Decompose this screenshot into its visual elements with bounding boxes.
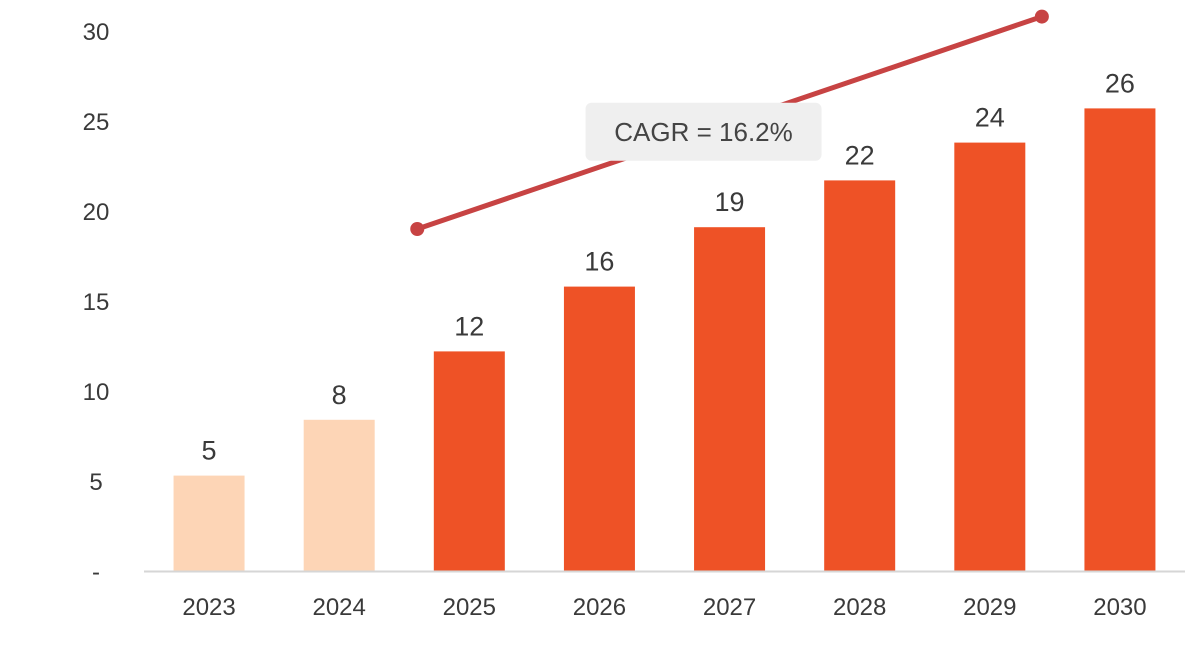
bar-2028	[824, 180, 896, 571]
x-tick-label: 2024	[312, 594, 365, 621]
y-tick-label: 10	[83, 379, 110, 406]
cagr-callout-box	[585, 102, 822, 161]
bars	[173, 108, 1156, 572]
y-tick-label: 15	[83, 289, 110, 316]
data-label-2029: 24	[975, 103, 1005, 133]
x-tick-label: 2026	[573, 594, 626, 621]
x-tick-label: 2025	[443, 594, 496, 621]
y-axis: - 5 10 15 20 25 30	[83, 19, 110, 586]
x-tick-label: 2027	[703, 594, 756, 621]
data-label-2024: 8	[332, 380, 347, 410]
cagr-label: CAGR = 16.2%	[614, 117, 792, 147]
x-tick-label: 2030	[1093, 594, 1146, 621]
y-tick-label: 20	[83, 199, 110, 226]
x-tick-label: 2023	[182, 594, 235, 621]
y-tick-label: 25	[83, 109, 110, 136]
bar-2025	[433, 351, 505, 571]
y-tick-label: -	[92, 559, 100, 586]
data-label-2023: 5	[202, 436, 217, 466]
x-axis: 2023 2024 2025 2026 2027 2028 2029 2030	[182, 594, 1146, 621]
bar-2026	[563, 286, 635, 571]
cagr-trend-end-marker	[1034, 9, 1049, 24]
bar-2029	[954, 142, 1026, 571]
cagr-trend: CAGR = 16.2%	[410, 9, 1049, 236]
data-labels: 5 8 12 16 19 22 24 26	[202, 68, 1135, 465]
bar-2030	[1084, 108, 1156, 572]
y-tick-label: 5	[89, 469, 102, 496]
data-label-2025: 12	[454, 311, 484, 341]
data-label-2028: 22	[845, 140, 875, 170]
bar-2027	[694, 227, 766, 571]
cagr-trend-start-marker	[410, 222, 425, 236]
data-label-2027: 19	[715, 187, 745, 217]
x-tick-label: 2028	[833, 594, 886, 621]
y-tick-label: 30	[83, 19, 110, 46]
data-label-2030: 26	[1105, 68, 1135, 98]
bar-2024	[303, 419, 375, 571]
data-label-2026: 16	[584, 247, 614, 277]
bar-2023	[173, 475, 245, 571]
x-tick-label: 2029	[963, 594, 1016, 621]
